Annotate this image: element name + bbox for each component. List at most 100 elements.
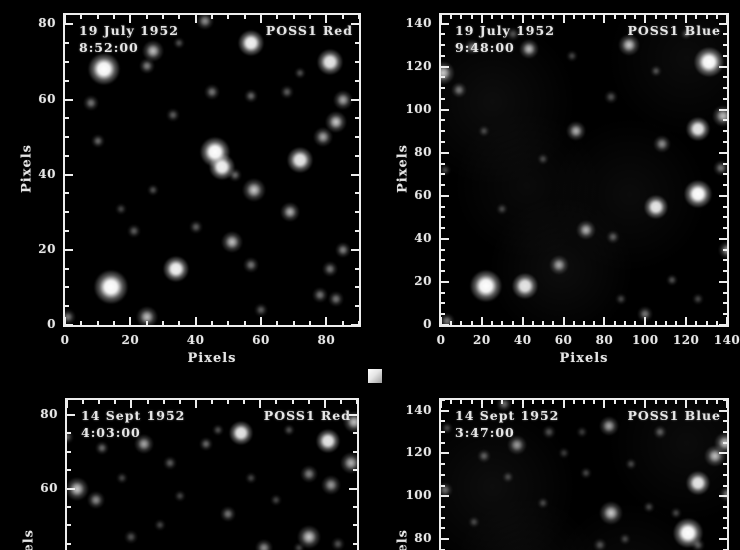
axis-tick xyxy=(441,216,445,219)
axis-tick xyxy=(723,302,727,305)
panel-poss1-blue-14-sept: 14 Sept 1952 3:47:00 POSS1 Blue xyxy=(439,398,729,550)
axis-tick xyxy=(353,432,357,435)
star xyxy=(342,411,357,434)
axis-tick xyxy=(521,400,524,408)
star xyxy=(686,471,711,496)
star xyxy=(637,306,654,323)
axis-tick xyxy=(450,321,453,325)
star xyxy=(287,146,314,173)
star xyxy=(505,27,520,42)
axis-tick xyxy=(460,400,463,404)
date-annotation: 19 July 1952 xyxy=(455,23,555,38)
star xyxy=(649,64,662,77)
star xyxy=(330,536,345,550)
axis-tick xyxy=(113,321,115,325)
axis-tick xyxy=(65,79,69,82)
axis-tick xyxy=(654,321,657,325)
y-axis-label: Pixels xyxy=(22,524,37,550)
axis-tick xyxy=(325,15,328,23)
axis-tick xyxy=(441,484,445,487)
axis-tick xyxy=(542,400,545,404)
axis-tick xyxy=(531,15,534,19)
axis-tick xyxy=(65,324,73,325)
star xyxy=(208,154,235,181)
axis-tick xyxy=(644,400,647,408)
axis-tick xyxy=(562,15,565,23)
star xyxy=(580,466,593,479)
axis-tick xyxy=(603,400,606,408)
date-annotation: 14 Sept 1952 xyxy=(455,408,560,423)
axis-tick xyxy=(441,324,449,325)
y-tick-label: 0 xyxy=(47,317,56,331)
star xyxy=(719,486,727,503)
axis-tick xyxy=(719,194,727,197)
axis-tick xyxy=(623,321,626,325)
star xyxy=(542,425,557,440)
axis-tick xyxy=(723,291,727,294)
axis-tick xyxy=(723,484,727,487)
star xyxy=(502,470,515,483)
star xyxy=(254,538,273,550)
star xyxy=(669,507,682,520)
star xyxy=(229,421,253,446)
axis-tick xyxy=(67,469,71,472)
axis-tick xyxy=(276,15,279,19)
axis-tick xyxy=(674,321,677,325)
axis-tick xyxy=(162,400,165,404)
star-field-bottom-left xyxy=(67,400,357,550)
axis-tick xyxy=(355,286,359,289)
axis-tick xyxy=(129,317,132,325)
axis-tick xyxy=(65,267,69,270)
star xyxy=(198,437,213,452)
axis-tick xyxy=(211,321,213,325)
axis-tick xyxy=(351,23,359,26)
axis-tick xyxy=(96,15,99,19)
star xyxy=(90,133,105,148)
axis-tick xyxy=(723,227,727,230)
axis-tick xyxy=(726,400,727,408)
x-tick-label: 140 xyxy=(713,333,740,347)
axis-tick xyxy=(441,141,445,143)
axis-tick xyxy=(162,15,164,19)
axis-tick xyxy=(355,305,359,308)
axis-tick xyxy=(552,400,555,404)
axis-tick xyxy=(723,463,727,466)
axis-tick xyxy=(719,65,727,68)
star xyxy=(467,515,480,528)
star xyxy=(549,254,570,275)
star xyxy=(557,447,570,460)
star xyxy=(496,202,509,215)
star xyxy=(126,224,141,239)
axis-tick xyxy=(65,317,66,325)
axis-tick xyxy=(145,15,148,19)
star xyxy=(242,177,267,202)
axis-tick xyxy=(723,76,727,79)
star xyxy=(617,34,640,57)
axis-tick xyxy=(470,400,473,404)
star xyxy=(114,202,127,215)
axis-tick xyxy=(356,400,357,404)
axis-tick xyxy=(355,192,359,195)
axis-tick xyxy=(719,237,727,240)
star xyxy=(283,423,296,436)
axis-tick xyxy=(723,516,727,519)
axis-tick xyxy=(96,321,99,325)
resize-grip-square-icon[interactable] xyxy=(368,369,382,383)
star xyxy=(88,53,121,86)
x-tick-label: 20 xyxy=(121,333,140,347)
axis-tick xyxy=(65,286,69,289)
star xyxy=(196,15,215,30)
y-tick-label: 100 xyxy=(405,488,432,503)
axis-tick xyxy=(441,302,445,305)
axis-tick xyxy=(441,420,445,423)
axis-tick xyxy=(501,15,504,19)
axis-tick xyxy=(353,506,357,509)
axis-tick xyxy=(355,79,359,82)
axis-tick xyxy=(593,400,596,404)
star xyxy=(614,293,627,306)
star xyxy=(603,89,618,104)
star xyxy=(328,290,345,307)
axis-tick xyxy=(355,211,359,214)
axis-tick xyxy=(145,321,148,325)
axis-tick xyxy=(441,291,445,294)
